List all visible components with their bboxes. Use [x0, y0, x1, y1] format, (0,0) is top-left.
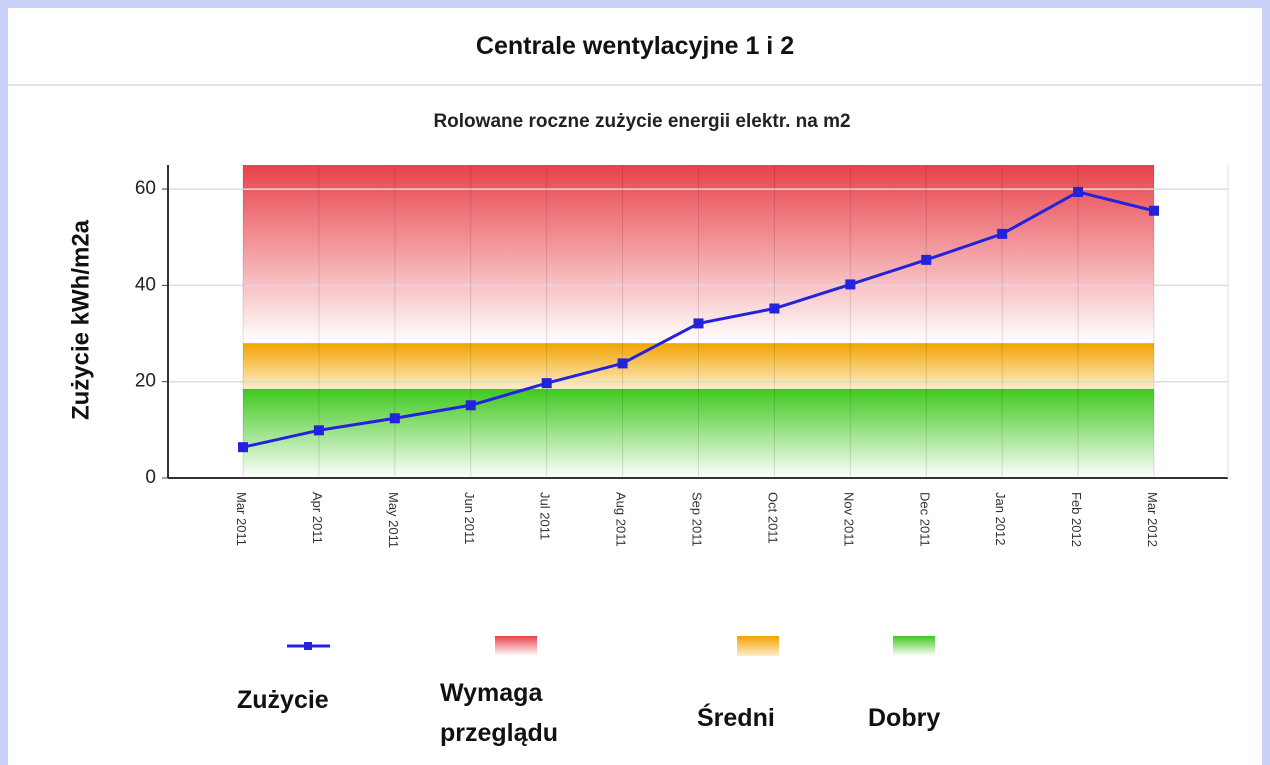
marker	[769, 303, 780, 314]
x-tick-label: May 2011	[386, 492, 401, 548]
marker	[313, 425, 324, 436]
header-title: Centrale wentylacyjne 1 i 2	[8, 8, 1262, 86]
legend-label: Średni	[697, 704, 775, 732]
chart-title: Rolowane roczne zużycie energii elektr. …	[433, 111, 850, 132]
legend-swatch	[304, 642, 312, 650]
y-tick-label: 40	[135, 274, 156, 295]
legend-label: Zużycie	[237, 686, 329, 714]
marker	[693, 318, 704, 329]
y-axis-label: Zużycie kWh/m2a	[67, 219, 94, 420]
y-tick-label: 20	[135, 371, 156, 392]
marker	[465, 400, 476, 411]
legend-swatch	[737, 636, 779, 656]
x-tick-label: Aug 2011	[614, 492, 629, 547]
marker	[1149, 205, 1159, 216]
y-tick-label: 60	[135, 178, 156, 199]
x-tick-label: Jul 2011	[538, 492, 553, 540]
x-tick-label: Jun 2011	[462, 492, 477, 545]
x-tick-label: Dec 2011	[917, 492, 932, 547]
x-tick-label: Oct 2011	[765, 492, 780, 544]
marker	[845, 279, 856, 290]
x-tick-label: Apr 2011	[310, 492, 325, 544]
marker	[921, 254, 932, 265]
marker	[389, 413, 400, 424]
marker	[997, 228, 1008, 239]
x-tick-label: Nov 2011	[841, 492, 856, 547]
marker	[541, 378, 552, 389]
band	[243, 165, 1154, 344]
x-tick-label: Feb 2012	[1069, 492, 1084, 547]
legend-swatch	[495, 636, 537, 656]
x-tick-label: Mar 2012	[1145, 492, 1160, 547]
marker	[617, 358, 628, 369]
legend-swatch	[893, 636, 935, 656]
marker	[1073, 186, 1084, 197]
x-tick-label: Sep 2011	[690, 492, 705, 547]
marker	[238, 442, 248, 453]
y-tick-label: 0	[145, 467, 156, 488]
legend-label: Wymaga przeglądu	[440, 679, 559, 747]
band	[243, 388, 1154, 478]
legend-label: Dobry	[868, 704, 941, 732]
x-tick-label: Jan 2012	[993, 492, 1008, 546]
x-tick-label: Mar 2011	[234, 492, 249, 546]
